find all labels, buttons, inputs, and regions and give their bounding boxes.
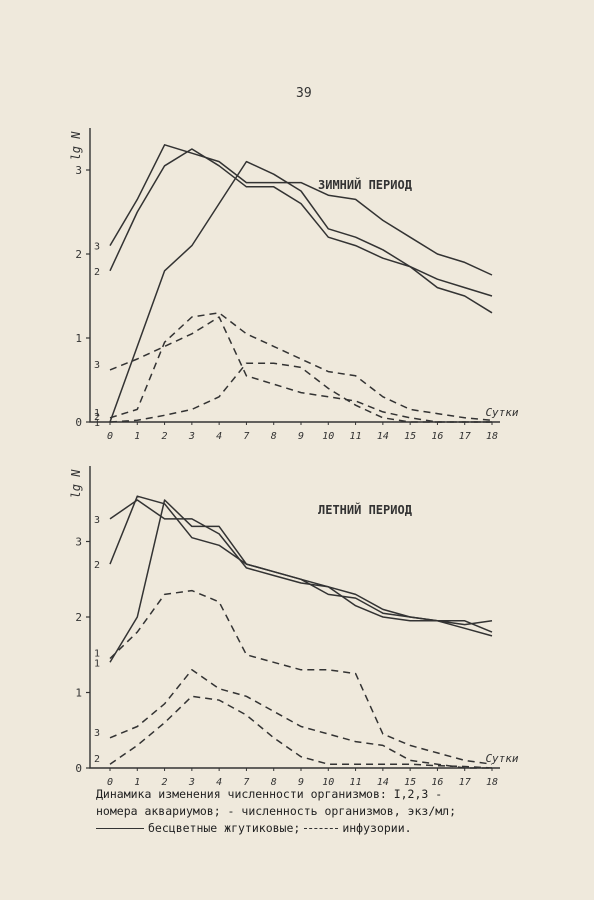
summer-xtick-label: 0 [107,777,113,788]
winter-series-dashed-2 [109,362,492,423]
summer-xtick-label: 11 [350,777,362,788]
winter-title: ЗИМНИЙ ПЕРИОД [318,177,412,192]
winter-xtick-label: 14 [377,431,389,442]
summer-xtick-label: 3 [188,777,195,788]
summer-series-dashed-3 [109,669,492,769]
summer-ytick-label: 1 [75,687,82,700]
summer-xtick-label: 14 [377,777,389,788]
winter-series-dashed-3 [109,316,492,423]
caption-line-3: бесцветные жгутиковые; инфузории. [96,820,566,837]
caption-line-1: Динамика изменения численности организмо… [96,787,443,801]
caption-line-2: номера аквариумов; - численность организ… [96,804,457,818]
summer-xtick-label: 18 [486,777,498,788]
winter-ytick-label: 0 [75,416,82,429]
winter-xlabel: Сутки [485,406,518,419]
winter-xtick-label: 0 [107,431,113,442]
winter-xtick-label: 3 [188,431,195,442]
winter-ytick-label: 3 [75,164,82,177]
figure-caption: Динамика изменения численности организмо… [96,786,566,837]
summer-xtick-label: 17 [459,777,471,788]
winter-xtick-label: 9 [298,431,304,442]
winter-xtick-label: 15 [404,431,416,442]
summer-ytick-label: 0 [75,762,82,775]
winter-ylabel: lg N [69,131,83,161]
winter-series-label: 3 [94,360,100,371]
winter-xtick-label: 11 [350,431,362,442]
winter-xtick-label: 18 [486,431,498,442]
winter-xtick-label: 10 [322,431,334,442]
winter-xtick-label: 2 [162,431,168,442]
summer-series-dashed-2 [109,695,493,769]
summer-series-solid-1 [109,499,493,663]
summer-xtick-label: 10 [322,777,334,788]
summer-series-label: 1 [94,649,100,660]
summer-xtick-label: 15 [404,777,416,788]
winter-series-solid-1 [109,160,493,423]
dashed-line-sample [304,828,339,829]
summer-xtick-label: 7 [243,777,249,788]
summer-series-solid-3 [109,499,493,633]
summer-xtick-label: 9 [298,777,304,788]
winter-series-solid-2 [109,148,493,297]
summer-series-label: 1 [94,658,100,669]
summer-axes [89,466,500,769]
solid-line-sample [96,828,144,829]
winter-xtick-label: 16 [431,431,443,442]
winter-series-label: 1 [94,418,100,429]
summer-xtick-label: 16 [431,777,443,788]
winter-series-label: 3 [94,242,100,253]
summer-xlabel: Сутки [485,752,518,765]
summer-ytick-label: 2 [75,611,82,624]
summer-ylabel: lg N [69,469,83,499]
summer-series-label: 3 [94,728,100,739]
summer-xtick-label: 1 [134,777,140,788]
winter-series-label: 2 [94,412,100,423]
winter-series-label: 1 [94,408,100,419]
summer-ytick-label: 3 [75,536,82,549]
page-number: 39 [296,86,312,101]
summer-series-dashed-1 [109,589,493,765]
winter-xtick-label: 17 [459,431,471,442]
winter-ytick-label: 2 [75,248,82,261]
summer-title: ЛЕТНИЙ ПЕРИОД [318,502,412,517]
summer-xtick-label: 4 [216,777,222,788]
winter-xtick-label: 4 [216,431,222,442]
summer-xtick-label: 8 [271,777,277,788]
caption-dashed-label: инфузории. [342,821,412,835]
caption-solid-label: бесцветные жгутиковые; [148,821,301,835]
winter-series-dashed-1 [109,312,493,422]
summer-series-solid-2 [109,495,493,637]
winter-ytick-label: 1 [75,332,82,345]
winter-xtick-label: 1 [134,431,140,442]
winter-series-solid-3 [109,144,493,276]
winter-xtick-label: 7 [243,431,249,442]
summer-xtick-label: 2 [162,777,168,788]
summer-series-label: 2 [94,754,100,765]
summer-series-label: 2 [94,560,100,571]
winter-series-label: 2 [94,267,100,278]
summer-series-label: 3 [94,515,100,526]
winter-xtick-label: 8 [271,431,277,442]
